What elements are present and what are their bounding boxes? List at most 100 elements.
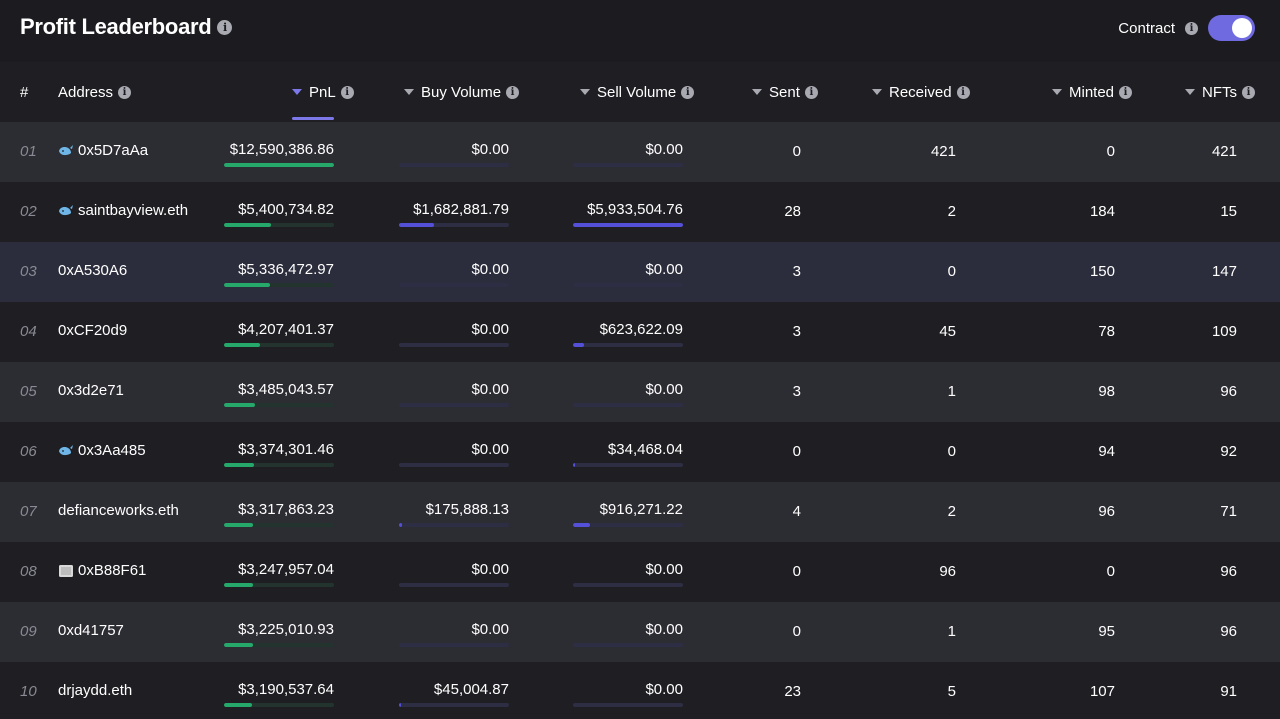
row-minted: 150 bbox=[1089, 263, 1115, 280]
row-sell-volume: $0.00 bbox=[645, 621, 683, 638]
column-header-received[interactable]: Received i bbox=[872, 62, 970, 122]
column-header-pnl[interactable]: PnL i bbox=[292, 62, 354, 122]
row-nfts: 92 bbox=[1220, 443, 1237, 460]
row-address[interactable]: 0x3d2e71 bbox=[58, 382, 124, 399]
pnl-bar-fill bbox=[224, 703, 252, 707]
column-header-sell-volume[interactable]: Sell Volume i bbox=[580, 62, 695, 122]
whale-icon bbox=[58, 204, 74, 218]
row-sell-volume: $0.00 bbox=[645, 141, 683, 158]
info-icon[interactable]: i bbox=[1242, 85, 1255, 99]
row-address[interactable]: drjaydd.eth bbox=[58, 682, 132, 699]
buy-volume-bar-fill bbox=[399, 703, 401, 707]
row-address[interactable]: 0x5D7aAa bbox=[58, 142, 148, 159]
address-text: 0x3d2e71 bbox=[58, 382, 124, 399]
table-row[interactable]: 06 0x3Aa485 $3,374,301.46 $0.00 $34,468.04 0 0… bbox=[0, 422, 1280, 482]
info-icon[interactable]: i bbox=[340, 85, 354, 99]
sell-volume-bar bbox=[573, 403, 683, 407]
buy-volume-bar bbox=[399, 643, 509, 647]
pnl-bar bbox=[224, 703, 334, 707]
row-address[interactable]: defianceworks.eth bbox=[58, 502, 179, 519]
row-sell-volume: $34,468.04 bbox=[607, 441, 683, 458]
column-header-address: Address i bbox=[58, 62, 132, 122]
row-sell-volume: $5,933,504.76 bbox=[587, 201, 683, 218]
row-sent: 3 bbox=[792, 323, 801, 340]
row-sell-volume: $623,622.09 bbox=[599, 321, 683, 338]
sell-volume-bar-fill bbox=[573, 523, 590, 527]
row-address[interactable]: 0xd41757 bbox=[58, 622, 124, 639]
column-header-sent[interactable]: Sent i bbox=[752, 62, 818, 122]
pnl-bar bbox=[224, 223, 334, 227]
info-icon[interactable]: i bbox=[506, 85, 520, 99]
column-header-minted[interactable]: Minted i bbox=[1052, 62, 1133, 122]
row-sent: 3 bbox=[792, 383, 801, 400]
column-header-label: NFTs bbox=[1202, 83, 1237, 101]
column-header-label: Sent bbox=[769, 83, 800, 101]
row-minted: 94 bbox=[1098, 443, 1115, 460]
table-body: 01 0x5D7aAa $12,590,386.86 $0.00 $0.00 0 421 0 4… bbox=[0, 122, 1280, 719]
sort-desc-icon bbox=[292, 89, 302, 95]
column-header-label: Buy Volume bbox=[421, 83, 502, 101]
info-icon[interactable]: i bbox=[217, 19, 233, 35]
row-pnl: $3,247,957.04 bbox=[238, 561, 334, 578]
table-row[interactable]: 01 0x5D7aAa $12,590,386.86 $0.00 $0.00 0 421 0 4… bbox=[0, 122, 1280, 182]
pnl-bar bbox=[224, 163, 334, 167]
pnl-bar bbox=[224, 643, 334, 647]
row-received: 5 bbox=[947, 683, 956, 700]
sell-volume-bar bbox=[573, 163, 683, 167]
info-icon[interactable]: i bbox=[804, 85, 818, 99]
table-row[interactable]: 04 0xCF20d9 $4,207,401.37 $0.00 $623,622.09 3… bbox=[0, 302, 1280, 362]
row-address[interactable]: 0xB88F61 bbox=[58, 562, 146, 579]
column-header-label: # bbox=[20, 83, 29, 101]
column-header-buy-volume[interactable]: Buy Volume i bbox=[404, 62, 520, 122]
table-row[interactable]: 07 defianceworks.eth $3,317,863.23 $175,888… bbox=[0, 482, 1280, 542]
page-title-text: Profit Leaderboard bbox=[20, 14, 212, 39]
pnl-bar bbox=[224, 523, 334, 527]
row-address[interactable]: 0xCF20d9 bbox=[58, 322, 127, 339]
whale-icon bbox=[58, 144, 74, 158]
row-pnl: $4,207,401.37 bbox=[238, 321, 334, 338]
table-row[interactable]: 02 saintbayview.eth $5,400,734.82 $1,682,88… bbox=[0, 182, 1280, 242]
page-title: Profit Leaderboard i bbox=[20, 14, 233, 40]
sell-volume-bar bbox=[573, 643, 683, 647]
info-icon[interactable]: i bbox=[1119, 85, 1133, 99]
row-nfts: 96 bbox=[1220, 383, 1237, 400]
table-row[interactable]: 05 0x3d2e71 $3,485,043.57 $0.00 $0.00 3 1 98 96 bbox=[0, 362, 1280, 422]
table-row[interactable]: 03 0xA530A6 $5,336,472.97 $0.00 $0.00 3 0 150 14… bbox=[0, 242, 1280, 302]
contract-toggle[interactable] bbox=[1208, 15, 1255, 41]
table-row[interactable]: 09 0xd41757 $3,225,010.93 $0.00 $0.00 0 1 95 96 bbox=[0, 602, 1280, 662]
row-nfts: 91 bbox=[1220, 683, 1237, 700]
row-sell-volume: $916,271.22 bbox=[599, 501, 683, 518]
info-icon[interactable]: i bbox=[681, 85, 695, 99]
info-icon[interactable]: i bbox=[118, 85, 132, 99]
row-minted: 95 bbox=[1098, 623, 1115, 640]
row-address[interactable]: 0xA530A6 bbox=[58, 262, 127, 279]
info-icon[interactable]: i bbox=[1185, 21, 1198, 35]
row-address[interactable]: 0x3Aa485 bbox=[58, 442, 146, 459]
row-address[interactable]: saintbayview.eth bbox=[58, 202, 188, 219]
column-header-nfts[interactable]: NFTs i bbox=[1185, 62, 1255, 122]
row-buy-volume: $0.00 bbox=[471, 141, 509, 158]
contract-filter: Contract i bbox=[1118, 15, 1255, 41]
row-pnl: $3,225,010.93 bbox=[238, 621, 334, 638]
column-header-rank: # bbox=[20, 62, 28, 122]
row-buy-volume: $0.00 bbox=[471, 621, 509, 638]
row-pnl: $5,336,472.97 bbox=[238, 261, 334, 278]
row-rank: 04 bbox=[20, 323, 37, 340]
address-text: 0xB88F61 bbox=[78, 562, 147, 579]
pnl-bar-fill bbox=[224, 163, 334, 167]
sell-volume-bar bbox=[573, 583, 683, 587]
buy-volume-bar bbox=[399, 463, 509, 467]
info-icon[interactable]: i bbox=[956, 85, 970, 99]
table-header: # Address i PnL i Buy Volume i Sell Volu… bbox=[0, 62, 1280, 122]
row-minted: 78 bbox=[1098, 323, 1115, 340]
address-text: 0xd41757 bbox=[58, 622, 124, 639]
buy-volume-bar bbox=[399, 343, 509, 347]
row-nfts: 109 bbox=[1211, 323, 1237, 340]
sell-volume-bar bbox=[573, 523, 683, 527]
table-row[interactable]: 10 drjaydd.eth $3,190,537.64 $45,004.87 $0.0… bbox=[0, 662, 1280, 719]
table-row[interactable]: 08 0xB88F61 $3,247,957.04 $0.00 $0.00 0 96 0 96 bbox=[0, 542, 1280, 602]
address-text: 0x3Aa485 bbox=[78, 442, 146, 459]
row-sent: 0 bbox=[792, 443, 801, 460]
column-header-label: Address bbox=[58, 83, 114, 101]
row-sell-volume: $0.00 bbox=[645, 681, 683, 698]
